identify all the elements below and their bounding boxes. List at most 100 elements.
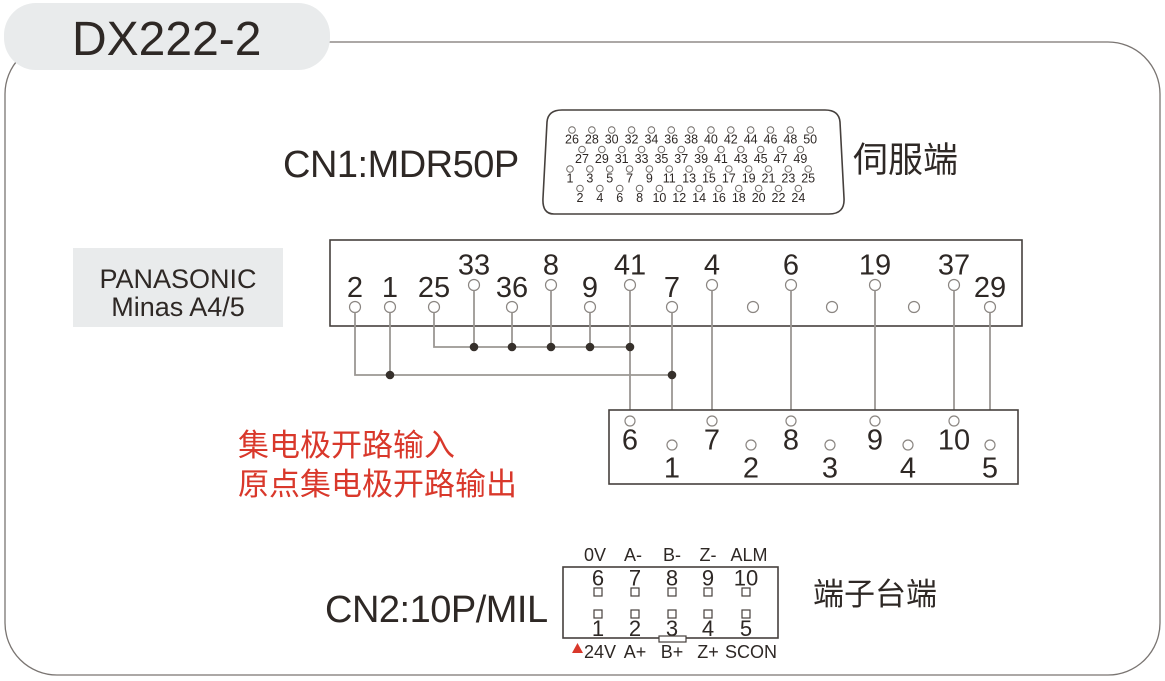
junction-dot [385,370,395,380]
pin-number: 1 [592,616,604,641]
pin-number: 19 [742,172,756,186]
brand-line1: PANASONIC [99,264,256,294]
pin-number: 5 [740,616,752,641]
pin-number: A+ [624,642,647,662]
page-title: DX222-2 [72,13,261,66]
pin-circle [677,145,686,154]
pin-number: 23 [781,172,795,186]
pin-number: 17 [722,172,736,186]
pin-circle [796,145,805,154]
cn2-bottom-pads [593,609,751,619]
pin-number: 40 [704,133,718,147]
pin-circle [707,126,715,134]
pin-number: 44 [744,133,758,147]
pin-number: 41 [714,152,728,166]
pin-number: 1 [567,172,574,186]
signal-notes: 集电极开路输入 原点集电极开路输出 [238,428,517,502]
pin-circle [568,126,576,134]
pin-circle [744,165,753,173]
cn1-pin-row-4: 2 4 6 8 10 12 14 16 18 20 22 24 [576,184,805,205]
pin-circle [566,165,574,173]
wire [433,312,630,348]
power-triangle-icon [572,643,583,653]
pin-number: 46 [764,133,778,147]
pin-number: 7 [704,425,720,457]
pin-number: Z+ [697,642,719,662]
pin-number: 39 [694,152,708,166]
junction-dot [667,370,677,380]
pin-circle [605,165,614,173]
pin-number: 6 [616,191,623,205]
junction-dot [625,342,635,352]
pin-circle [666,439,678,451]
pin-circle [735,184,743,193]
pin-number: 27 [575,152,589,166]
cn1-pin-row-1: 26 28 30 32 34 36 38 40 42 44 46 48 50 [565,126,817,147]
pin-number: ALM [730,545,767,565]
pin-circle [607,126,616,134]
pin-number: 3 [822,453,838,485]
pin-number: 4 [596,191,603,205]
cn2-label: CN2:10P/MIL [325,589,548,631]
pin-number: 10 [652,191,666,205]
pin-circle [746,126,755,134]
pin-number: 18 [732,191,746,205]
cn2-top-pins: 6 7 8 9 10 [592,566,758,591]
pin-circle [764,165,773,173]
pin-number: 25 [801,172,815,186]
pin-circle [615,184,624,193]
pin-number: 49 [793,152,807,166]
pin-number: 9 [867,425,883,457]
pin-circle [706,415,718,427]
junction-dot [469,342,479,352]
unlabeled-pin [746,300,760,314]
pin-number: 33 [635,152,649,166]
pin-number: 0V [584,545,606,565]
pin-number: 3 [666,616,678,641]
pin-circle [596,184,604,193]
pin-circle [578,145,586,154]
pin-circle [657,145,666,154]
pin-number: 4 [704,250,720,282]
pin-number: 15 [702,172,716,186]
pin-number: 5 [606,172,613,186]
pin-number: 1 [664,453,680,485]
cn2-side-label: 端子台端 [813,577,937,612]
pin-number: 20 [752,191,766,205]
unlabeled-pin [907,300,921,314]
pin-number: 12 [672,191,686,205]
pin-circle [737,145,745,154]
pin-number: 6 [592,566,604,591]
pin-circle [637,145,646,154]
pin-circle [655,184,664,193]
pin-pad [630,609,640,619]
pin-circle [586,165,594,173]
pin-circle [627,126,636,134]
pin-pad [741,587,751,597]
pin-number: 4 [900,453,916,485]
pin-circle [766,126,775,134]
pin-number: 25 [418,272,450,304]
cn1-side-label: 伺服端 [853,141,958,180]
pin-number: 43 [734,152,748,166]
pin-number: 33 [458,250,490,282]
pin-number: 30 [605,133,619,147]
pin-circle [588,126,596,134]
pin-pad [741,609,751,619]
pin-number: 9 [702,566,714,591]
pin-number: 22 [772,191,786,205]
pin-circle [675,184,684,193]
pin-number: 5 [982,453,998,485]
pin-circle [784,165,793,173]
pin-circle [624,415,636,427]
pin-number: 41 [614,250,646,282]
pin-circle [786,126,795,134]
junction-dot [507,342,517,352]
pin-circle [869,415,881,427]
cn1-label: CN1:MDR50P [283,144,519,186]
pin-circle [667,126,676,134]
pin-number: A- [624,545,642,565]
pin-circle [717,145,725,154]
pin-circle [774,184,783,193]
